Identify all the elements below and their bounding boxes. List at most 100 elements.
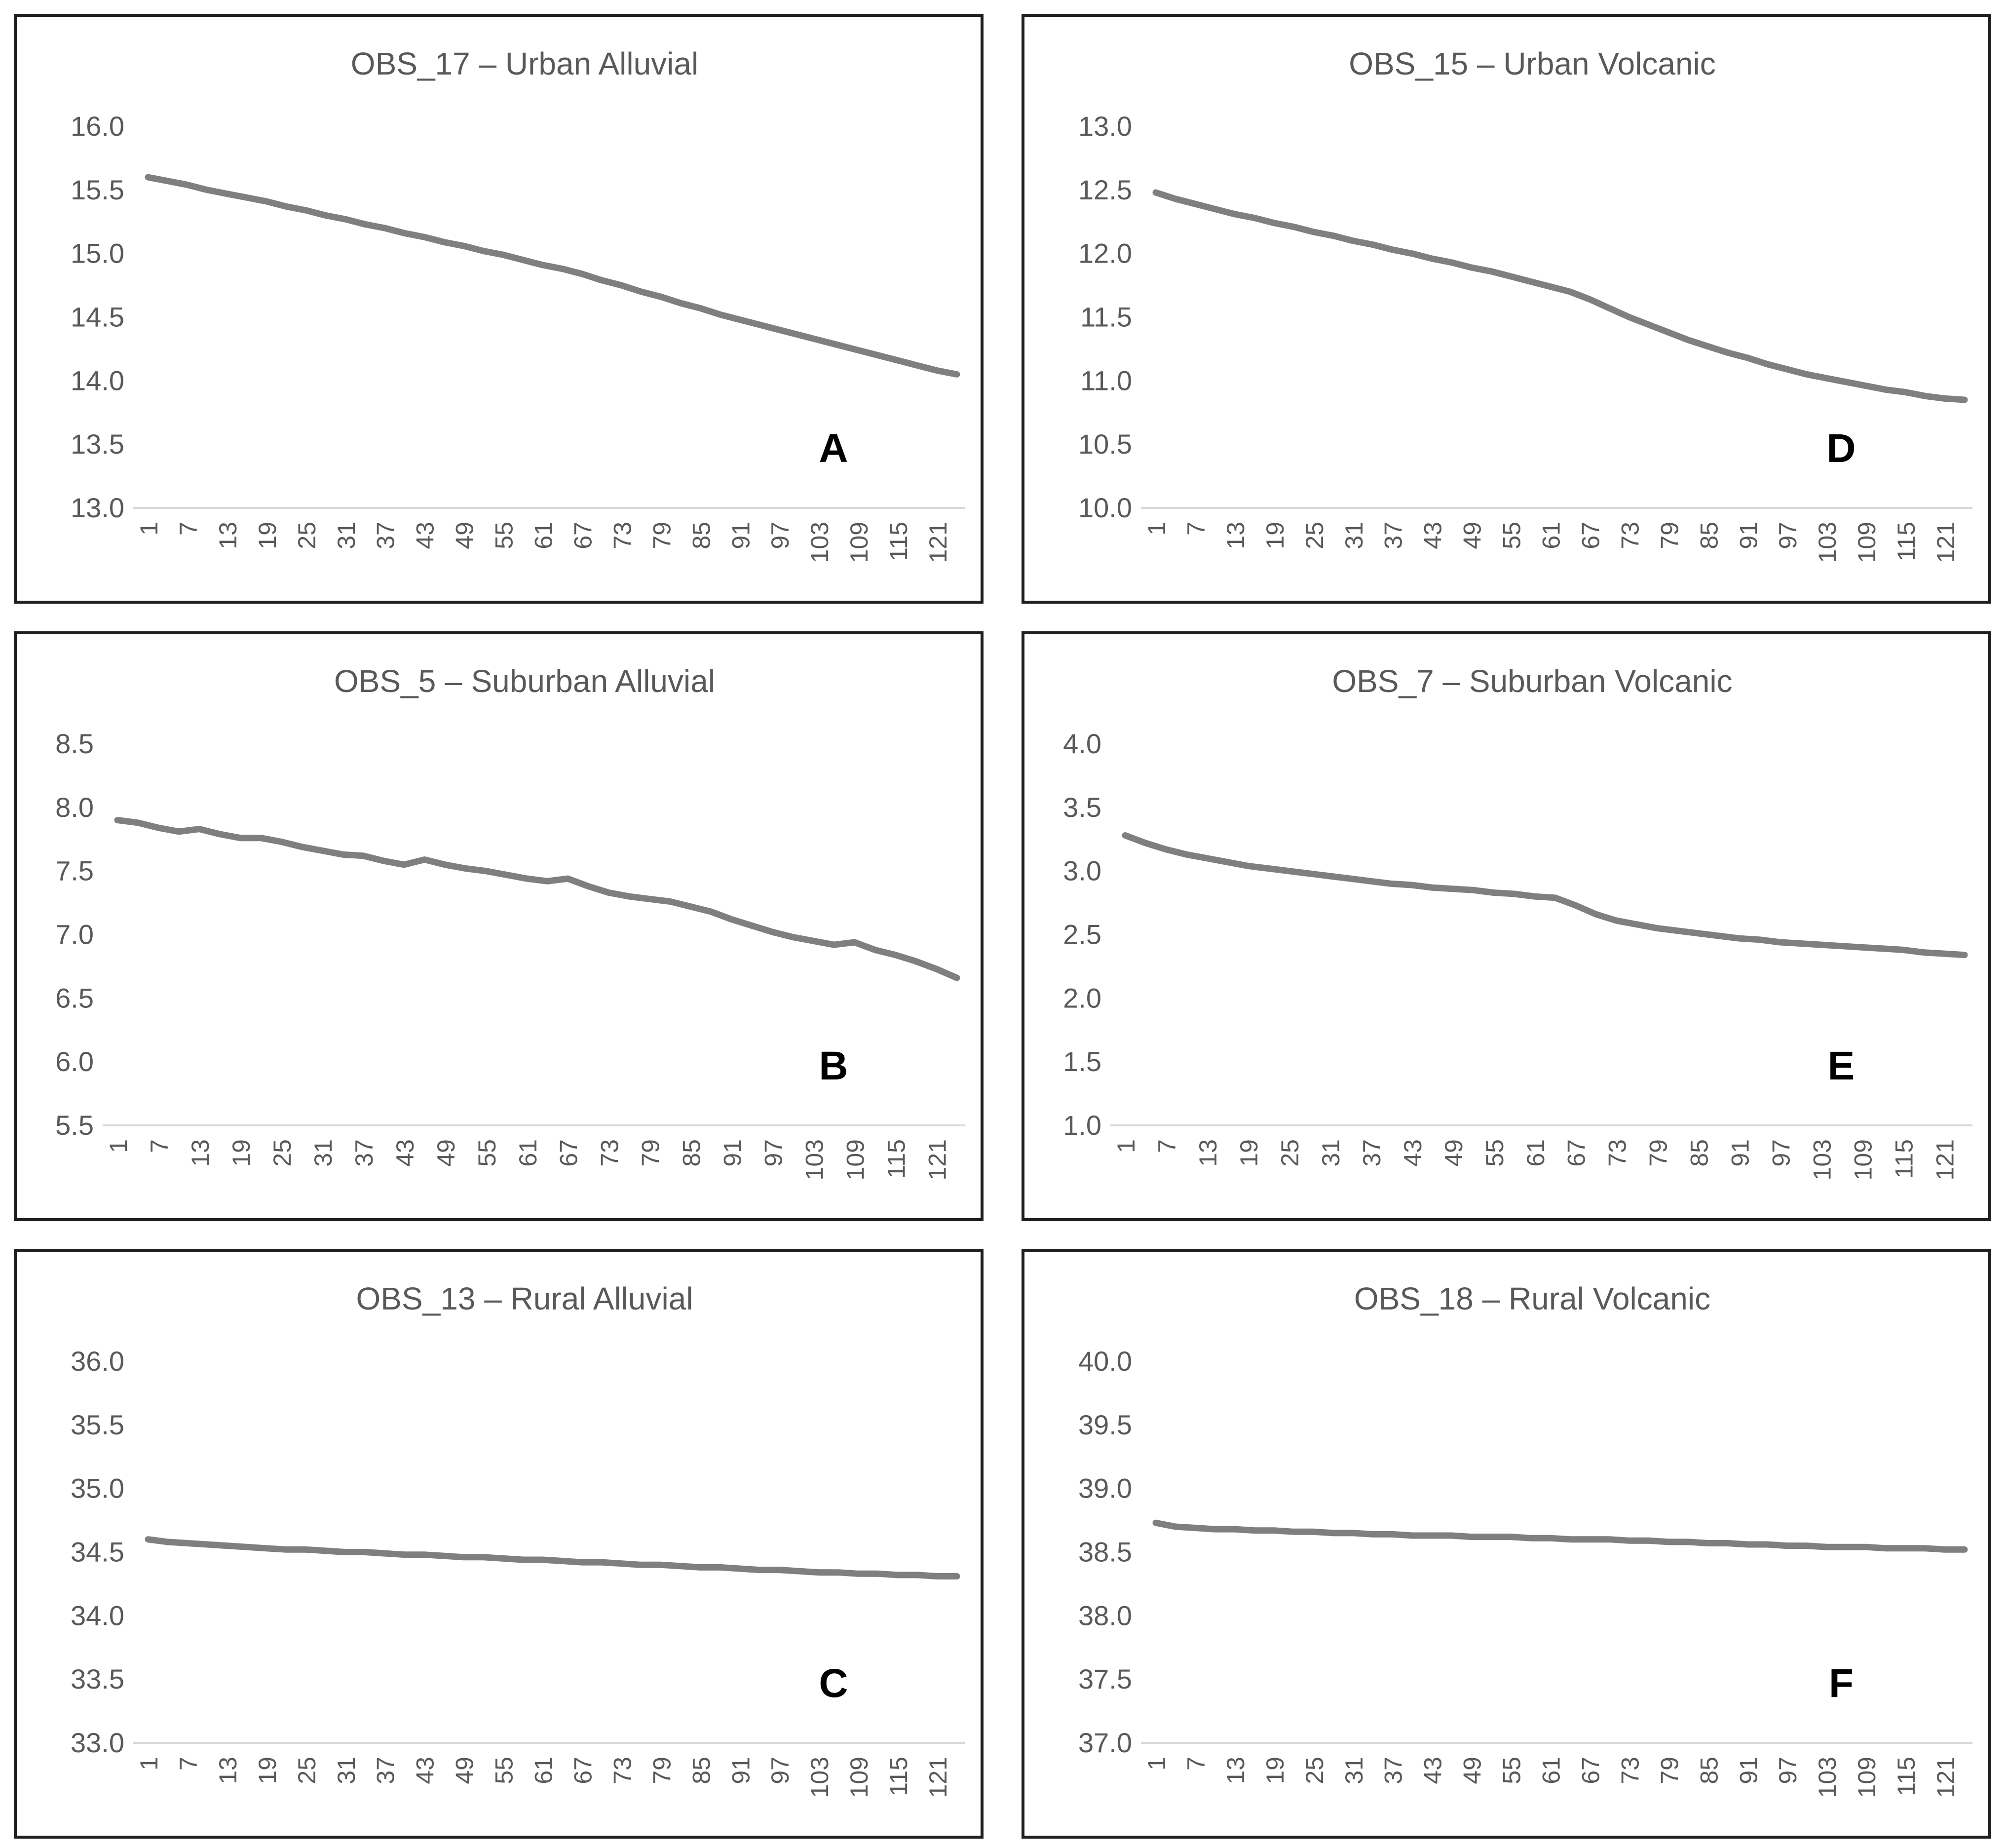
x-axis-tick-label: 43: [391, 1139, 419, 1167]
y-axis-tick-label: 12.5: [1078, 174, 1132, 205]
x-axis-tick-label: 37: [350, 1139, 378, 1167]
x-axis-tick-label: 79: [1656, 522, 1683, 549]
series-line: [145, 174, 960, 378]
x-axis-tick-label: 19: [1261, 1757, 1289, 1784]
x-axis-tick-label: 1: [1143, 1757, 1171, 1771]
y-axis-tick-label: 15.5: [71, 174, 124, 205]
line-chart-obs5: 8.5 8.0 7.5 7.0 6.5 6.0 5.5 1 7 13 19 25 31 37 43 49 55 6…: [55, 728, 965, 1180]
chart-panel-obs13-rural-alluvial: 36.0 35.5 35.0 34.5 34.0 33.5 33.0 1 7 13 19 25 31 37…: [14, 1249, 984, 1839]
x-axis-tick-label: 1: [135, 522, 163, 536]
x-axis-tick-label: 67: [569, 522, 597, 549]
x-axis-tick-label: 19: [254, 522, 281, 549]
x-axis-tick-label: 109: [1853, 1757, 1881, 1798]
x-axis-tick-label: 7: [1182, 1757, 1210, 1771]
x-axis-tick-label: 97: [1774, 522, 1802, 549]
y-axis-tick-label: 38.5: [1078, 1537, 1132, 1568]
y-axis-tick-label: 8.5: [55, 728, 94, 759]
x-axis-tick-label: 61: [1538, 522, 1565, 549]
x-axis-tick-label: 79: [648, 522, 676, 549]
x-axis-tick-label: 31: [333, 1757, 360, 1784]
x-axis-tick-label: 25: [1276, 1139, 1304, 1167]
x-axis-tick-label: 73: [596, 1139, 624, 1167]
x-axis-tick-label: 67: [1577, 522, 1605, 549]
x-axis-tick-label: 1: [1112, 1139, 1140, 1153]
x-axis-tick-label: 97: [766, 1757, 794, 1784]
x-axis-tick-label: 91: [727, 1757, 755, 1784]
x-axis-tick-label: 61: [514, 1139, 542, 1167]
y-axis-tick-label: 7.5: [55, 855, 94, 886]
x-axis-tick-label: 13: [1194, 1139, 1222, 1167]
x-axis-tick-label: 19: [1235, 1139, 1263, 1167]
x-axis-tick-label: 109: [1853, 522, 1881, 563]
x-axis-tick-label: 67: [569, 1757, 597, 1784]
chart-title: OBS_7 – Suburban Volcanic: [1332, 663, 1733, 699]
x-axis-tick-label: 79: [1656, 1757, 1683, 1784]
series-line: [1152, 1519, 1968, 1553]
y-axis-tick-label: 13.0: [1078, 111, 1132, 142]
y-axis-tick-label: 34.0: [71, 1600, 124, 1631]
series-line: [114, 817, 960, 981]
x-axis-tick-label: 61: [1522, 1139, 1550, 1167]
x-axis-tick-label: 115: [1891, 1139, 1918, 1179]
x-axis-tick-label: 25: [293, 522, 321, 549]
y-axis-tick-label: 33.0: [71, 1727, 124, 1758]
x-axis-tick-label: 7: [146, 1139, 173, 1153]
x-axis-tick-label: 85: [1686, 1139, 1713, 1167]
y-axis-tick-label: 37.5: [1078, 1663, 1132, 1694]
y-axis-tick-label: 3.5: [1063, 792, 1101, 823]
x-axis-tick-label: 25: [293, 1757, 321, 1784]
x-axis-tick-label: 43: [412, 522, 439, 549]
x-axis-tick-label: 73: [1616, 522, 1644, 549]
y-axis-tick-label: 36.0: [71, 1346, 124, 1377]
x-axis-tick-label: 103: [801, 1139, 829, 1180]
y-axis-tick-label: 2.5: [1063, 919, 1101, 950]
y-axis-tick-label: 8.0: [55, 792, 94, 823]
x-axis-tick-label: 37: [1358, 1139, 1386, 1167]
x-axis-tick-label: 103: [1814, 1757, 1841, 1798]
x-axis-tick-label: 49: [451, 522, 479, 549]
panel-letter-a: A: [819, 426, 848, 471]
x-axis-tick-label: 49: [451, 1757, 479, 1784]
chart-panel-obs18-rural-volcanic: 40.0 39.5 39.0 38.5 38.0 37.5 37.0 1 7 13 19 25 31 37…: [1022, 1249, 1991, 1839]
x-axis-tick-label: 109: [842, 1139, 870, 1180]
y-axis-tick-label: 3.0: [1063, 855, 1101, 886]
x-axis-tick-label: 13: [214, 1757, 242, 1784]
x-axis-tick-label: 37: [372, 522, 400, 549]
x-axis-tick-label: 43: [1419, 1757, 1447, 1784]
x-axis-tick-label: 25: [1301, 1757, 1328, 1784]
x-axis-tick-label: 1: [105, 1139, 132, 1153]
x-axis-tick-label: 7: [1153, 1139, 1181, 1153]
y-axis-tick-label: 13.5: [71, 428, 124, 460]
x-axis-tick-label: 49: [1440, 1139, 1468, 1167]
x-axis-tick-label: 121: [1932, 1757, 1960, 1798]
y-axis-tick-label: 12.0: [1078, 238, 1132, 269]
x-axis-tick-label: 115: [885, 522, 912, 561]
x-axis-tick-label: 55: [491, 1757, 518, 1784]
y-axis-tick-label: 34.5: [71, 1537, 124, 1568]
x-axis-tick-label: 37: [1380, 522, 1407, 549]
chart-title: OBS_5 – Suburban Alluvial: [334, 663, 716, 699]
x-axis-tick-label: 73: [1604, 1139, 1631, 1167]
y-axis-tick-label: 7.0: [55, 919, 94, 950]
x-axis-tick-label: 73: [608, 1757, 636, 1784]
x-axis-tick-label: 109: [845, 522, 873, 563]
x-axis-tick-label: 55: [491, 522, 518, 549]
x-axis-tick-label: 121: [1931, 1139, 1959, 1180]
x-axis-tick-label: 37: [372, 1757, 400, 1784]
x-axis-tick-label: 61: [530, 522, 558, 549]
chart-title: OBS_17 – Urban Alluvial: [350, 46, 699, 81]
x-axis-tick-label: 55: [473, 1139, 501, 1167]
y-axis-tick-label: 6.0: [55, 1046, 94, 1077]
line-chart-obs18: 40.0 39.5 39.0 38.5 38.0 37.5 37.0 1 7 13 19 25 31 37…: [1078, 1346, 1972, 1798]
x-axis-tick-label: 31: [1340, 522, 1368, 549]
x-axis-tick-label: 91: [1727, 1139, 1754, 1167]
y-axis-tick-label: 6.5: [55, 982, 94, 1013]
x-axis-tick-label: 79: [648, 1757, 676, 1784]
x-axis-tick-label: 37: [1380, 1757, 1407, 1784]
panel-letter-e: E: [1827, 1043, 1855, 1088]
panel-letter-b: B: [819, 1043, 848, 1088]
x-axis-tick-label: 13: [1222, 1757, 1250, 1784]
y-axis-tick-label: 10.0: [1078, 492, 1132, 523]
x-axis-tick-label: 1: [1143, 522, 1171, 536]
x-axis-tick-label: 79: [637, 1139, 665, 1167]
